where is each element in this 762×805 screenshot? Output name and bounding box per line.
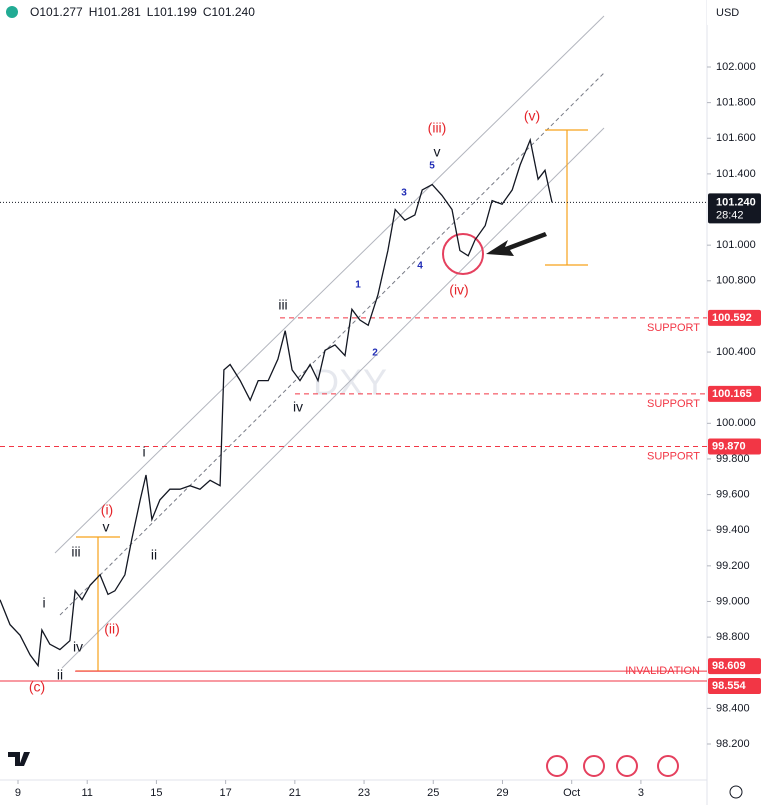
- wave-label: iii: [278, 297, 287, 313]
- level-label: INVALIDATION: [625, 665, 700, 677]
- level-label: SUPPORT: [647, 398, 700, 410]
- price-tag-label: 98.609: [712, 660, 746, 672]
- x-tick-label: 21: [289, 787, 301, 799]
- currency-box[interactable]: [707, 0, 762, 25]
- arrow: [486, 232, 547, 256]
- y-tick-label: 99.400: [716, 524, 750, 536]
- wave-label: i: [142, 444, 145, 460]
- wave-label: i: [42, 595, 45, 611]
- status-dot: [6, 6, 18, 18]
- y-tick-label: 100.800: [716, 275, 756, 287]
- price-tag-label: 100.592: [712, 312, 752, 324]
- wave-label: (iv): [449, 282, 468, 298]
- last-price-tag: [708, 193, 761, 224]
- last-price-label: 101.240: [716, 196, 756, 208]
- x-tick-label: 11: [81, 787, 92, 799]
- ohlc-value: O101.277: [30, 5, 83, 19]
- y-tick-label: 101.600: [716, 132, 756, 144]
- wave-label: 2: [372, 348, 378, 359]
- x-tick-label: 29: [496, 787, 508, 799]
- y-tick-label: 99.000: [716, 595, 750, 607]
- channel-line: [54, 15, 605, 554]
- ohlc-value: H101.281: [89, 5, 141, 19]
- channel-mid: [59, 72, 605, 616]
- level-label: SUPPORT: [647, 322, 700, 334]
- price-line: [0, 137, 553, 668]
- wave-label: 4: [417, 261, 423, 272]
- x-tick-label: 25: [427, 787, 439, 799]
- wave-label: (c): [29, 679, 45, 695]
- wave-label: (ii): [104, 621, 120, 637]
- countdown: 28:42: [716, 209, 744, 221]
- x-tick-label: 9: [15, 787, 21, 799]
- wave-label: 1: [355, 280, 361, 291]
- y-tick-label: 98.200: [716, 738, 750, 750]
- price-tag: [708, 658, 761, 675]
- wave-label: 5: [429, 161, 435, 172]
- wave-label: ii: [57, 667, 63, 683]
- level-label: SUPPORT: [647, 450, 700, 462]
- y-tick-label: 99.600: [716, 488, 750, 500]
- x-tick-label: Oct: [563, 787, 580, 799]
- price-tag-label: 100.165: [712, 388, 752, 400]
- price-tag-label: 98.554: [712, 680, 747, 692]
- y-tick-label: 101.000: [716, 239, 756, 251]
- x-tick-label: 17: [220, 787, 232, 799]
- wave-label: v: [103, 519, 110, 535]
- wave-label: 3: [401, 188, 407, 199]
- price-tag: [708, 677, 761, 694]
- y-tick-label: 98.400: [716, 702, 750, 714]
- wave-label: ii: [151, 547, 157, 563]
- channel-line: [61, 127, 605, 669]
- wave-label: (iii): [428, 120, 447, 136]
- y-tick-label: 100.400: [716, 346, 756, 358]
- wave-label: (i): [101, 502, 113, 518]
- ohlc-value: C101.240: [203, 5, 255, 19]
- logo: [8, 752, 30, 766]
- wave-label: iii: [71, 544, 80, 560]
- y-tick-label: 99.200: [716, 560, 750, 572]
- x-tick-label: 3: [638, 787, 644, 799]
- y-tick-label: 99.800: [716, 453, 750, 465]
- wave-label: v: [434, 144, 441, 160]
- price-tag: [708, 438, 761, 455]
- settings[interactable]: [729, 785, 743, 799]
- watermark: DXY: [313, 362, 387, 403]
- y-tick-label: 98.800: [716, 631, 750, 643]
- currency[interactable]: USD: [716, 7, 739, 19]
- highlight-circle: [442, 233, 484, 275]
- x-tick-label: 15: [150, 787, 162, 799]
- y-tick-label: 100.000: [716, 417, 756, 429]
- y-tick-label: 101.800: [716, 97, 756, 109]
- ohlc-value: L101.199: [147, 5, 197, 19]
- y-tick-label: 101.400: [716, 168, 756, 180]
- wave-label: iv: [293, 399, 303, 415]
- x-tick-label: 23: [358, 787, 370, 799]
- flags[interactable]: [546, 755, 679, 777]
- wave-label: (v): [524, 108, 540, 124]
- wave-label: iv: [73, 639, 83, 655]
- price-tag: [708, 309, 761, 326]
- price-tag-label: 99.870: [712, 440, 746, 452]
- y-tick-label: 102.000: [716, 61, 756, 73]
- price-tag: [708, 385, 761, 402]
